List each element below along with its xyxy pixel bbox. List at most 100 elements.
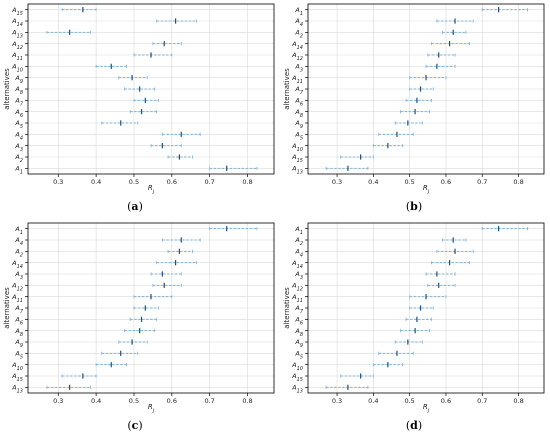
y-axis-title: alternatives: [283, 68, 291, 110]
x-tick-label: 0.6: [441, 178, 451, 186]
y-axis-title: alternatives: [283, 287, 291, 329]
y-tick-label: A14: [11, 17, 23, 28]
y-tick-label: A2: [294, 29, 303, 40]
y-tick-label: A11: [291, 74, 303, 85]
panel-caption: (d): [406, 419, 422, 432]
y-tick-label: A12: [291, 282, 303, 293]
panel-caption: (a): [127, 200, 143, 213]
x-tick-label: 0.8: [242, 397, 252, 405]
y-tick-label: A15: [11, 372, 23, 383]
y-tick-label: A13: [291, 165, 303, 176]
x-tick-label: 0.4: [91, 397, 101, 405]
y-tick-label: A13: [11, 29, 23, 40]
x-tick-label: 0.4: [368, 397, 378, 405]
x-axis-title: Rj: [423, 403, 430, 414]
y-axis-title: alternatives: [3, 68, 11, 110]
y-tick-label: A5: [294, 350, 303, 361]
chart-panel-d: 0.3 0.4 0.5 0.6 0.7 0.8A1A2A4A14A3A12A11A7A6A…: [283, 222, 545, 432]
y-tick-label: A12: [11, 40, 23, 51]
y-tick-label: A14: [291, 40, 303, 51]
y-tick-label: A9: [294, 338, 303, 349]
y-tick-label: A4: [14, 131, 23, 142]
y-tick-label: A12: [11, 282, 23, 293]
y-tick-label: A10: [11, 63, 23, 74]
y-tick-label: A3: [14, 142, 23, 153]
y-tick-label: A4: [14, 236, 23, 247]
y-tick-label: A7: [14, 97, 23, 108]
y-tick-label: A5: [14, 119, 23, 130]
y-tick-label: A11: [291, 293, 303, 304]
y-tick-label: A1: [294, 6, 303, 17]
y-tick-label: A3: [294, 270, 303, 281]
x-tick-label: 0.5: [129, 397, 139, 405]
chart-panel-b: 0.3 0.4 0.5 0.6 0.7 0.8A1A4A2A14A12A3A11A7A6A…: [283, 3, 545, 213]
x-tick-label: 0.8: [513, 397, 523, 405]
y-tick-label: A14: [291, 259, 303, 270]
x-tick-label: 0.4: [368, 178, 378, 186]
y-tick-label: A2: [294, 236, 303, 247]
x-tick-label: 0.8: [242, 178, 252, 186]
y-tick-label: A8: [294, 327, 303, 338]
x-tick-label: 0.7: [204, 397, 214, 405]
y-tick-label: A9: [14, 74, 23, 85]
y-tick-label: A5: [14, 350, 23, 361]
x-axis-title: Rj: [423, 184, 430, 195]
x-tick-label: 0.4: [91, 178, 101, 186]
y-tick-label: A13: [11, 384, 23, 395]
y-tick-label: A1: [14, 225, 23, 236]
x-tick-label: 0.3: [53, 178, 63, 186]
y-tick-label: A6: [14, 316, 23, 327]
y-tick-label: A4: [294, 17, 303, 28]
x-axis-title: Rj: [148, 403, 155, 414]
y-tick-label: A3: [14, 270, 23, 281]
y-tick-label: A8: [294, 108, 303, 119]
y-tick-label: A6: [294, 97, 303, 108]
y-tick-label: A10: [11, 361, 23, 372]
y-tick-label: A11: [11, 51, 23, 62]
y-tick-label: A9: [294, 119, 303, 130]
y-tick-label: A8: [14, 327, 23, 338]
x-tick-label: 0.5: [404, 397, 414, 405]
x-tick-label: 0.6: [167, 178, 177, 186]
y-tick-label: A1: [14, 165, 23, 176]
chart-panel-a: 0.3 0.4 0.5 0.6 0.7 0.8 A15A14A13A12A11A10A9A8…: [3, 3, 275, 213]
y-tick-label: A7: [294, 304, 303, 315]
y-axis-title: alternatives: [3, 287, 11, 329]
x-tick-label: 0.5: [404, 178, 414, 186]
y-tick-label: A15: [291, 153, 303, 164]
y-tick-label: A5: [294, 131, 303, 142]
x-tick-label: 0.7: [477, 178, 487, 186]
y-tick-label: A9: [14, 338, 23, 349]
y-tick-label: A3: [294, 63, 303, 74]
x-tick-label: 0.3: [332, 178, 342, 186]
x-tick-label: 0.7: [204, 178, 214, 186]
y-tick-label: A12: [291, 51, 303, 62]
x-tick-label: 0.3: [53, 397, 63, 405]
y-tick-label: A7: [294, 85, 303, 96]
y-tick-label: A6: [14, 108, 23, 119]
y-tick-label: A2: [14, 153, 23, 164]
x-axis-title: Rj: [148, 184, 155, 195]
x-tick-label: 0.7: [477, 397, 487, 405]
y-tick-label: A6: [294, 316, 303, 327]
panel-caption: (c): [127, 419, 142, 432]
y-tick-label: A14: [11, 259, 23, 270]
panel-caption: (b): [406, 200, 422, 213]
y-tick-label: A1: [294, 225, 303, 236]
y-tick-label: A7: [14, 304, 23, 315]
y-tick-label: A10: [291, 361, 303, 372]
y-tick-label: A4: [294, 248, 303, 259]
chart-panel-c: 0.3 0.4 0.5 0.6 0.7 0.8A1A4A2A14A3A12A11A7A6A…: [3, 222, 275, 432]
x-tick-label: 0.6: [167, 397, 177, 405]
x-tick-label: 0.3: [332, 397, 342, 405]
y-tick-label: A2: [14, 248, 23, 259]
y-tick-label: A13: [291, 384, 303, 395]
y-tick-label: A15: [291, 372, 303, 383]
x-tick-label: 0.6: [441, 397, 451, 405]
y-tick-label: A15: [11, 6, 23, 17]
x-tick-label: 0.5: [129, 178, 139, 186]
y-tick-label: A11: [11, 293, 23, 304]
y-tick-label: A8: [14, 85, 23, 96]
x-tick-label: 0.8: [513, 178, 523, 186]
